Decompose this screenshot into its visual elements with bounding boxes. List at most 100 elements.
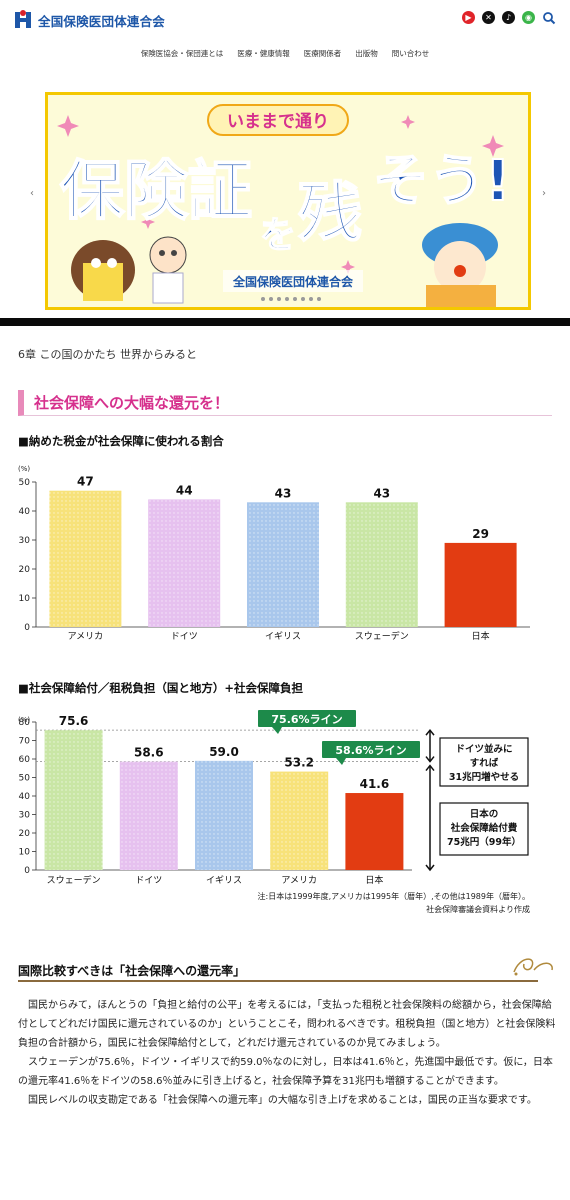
chart2-value-label: 59.0	[209, 745, 239, 759]
chart2-value-label: 75.6	[59, 714, 89, 728]
banner-dots	[261, 297, 321, 301]
search-icon[interactable]	[542, 11, 556, 25]
nav-item-about[interactable]: 保険医協会・保団連とは	[140, 49, 224, 58]
chart1-category-label: 日本	[472, 630, 490, 642]
chart2-value-label: 53.2	[284, 756, 314, 770]
chapter-heading: 6章 この国のかたち 世界からみると	[18, 348, 197, 361]
nav-item-contact[interactable]: 問い合わせ	[391, 49, 430, 58]
carousel-prev-icon[interactable]: ‹	[30, 188, 34, 199]
banner-org-name: 全国保険医団体連合会	[232, 274, 354, 289]
chart2-reference-label-box	[258, 710, 356, 727]
main-nav: 保険医協会・保団連とは 医療・健康情報 医療関係者 出版物 問い合わせ	[0, 48, 570, 59]
tiktok-icon[interactable]: ♪	[502, 11, 515, 24]
line-icon[interactable]: ◉	[522, 11, 535, 24]
chart2-arrow-up	[425, 728, 435, 736]
chart2-category-label: イギリス	[206, 875, 242, 886]
chart2-reference-label-pointer	[272, 727, 282, 734]
banner-main-text-2: を	[260, 215, 296, 256]
chart1-ytick-label: 20	[19, 565, 31, 575]
sparkle-decoration	[57, 115, 504, 274]
banner-ribbon-text: いままで通り	[227, 112, 329, 132]
doctor-character-icon	[149, 236, 187, 304]
hero-banner[interactable]: いままで通り 保険証 を 残 そう!	[45, 92, 531, 310]
chart2-unit-label: (%)	[18, 716, 30, 724]
chart2-bar-texture	[195, 760, 253, 870]
chart2-ytick-label: 70	[19, 737, 31, 747]
subheading-text: 国際比較すべきは「社会保障への還元率」	[18, 964, 246, 978]
chart1-category-label: スウェーデン	[355, 630, 409, 642]
chart2-reference-label: 75.6%ライン	[271, 713, 342, 726]
chart1-value-label: 43	[275, 486, 292, 500]
chart2-annotation-text: 社会保障給付費	[450, 822, 518, 834]
cat-character-icon	[71, 240, 135, 301]
chart1-bar-texture	[49, 490, 122, 627]
chart1-category-label: アメリカ	[68, 631, 104, 642]
chart2-annotation-text: 日本の	[470, 808, 499, 820]
chart2-ytick-label: 40	[19, 792, 31, 802]
banner-main-text-3: 残	[298, 177, 362, 251]
chart2-ytick-label: 60	[19, 755, 31, 765]
chart2-reference-label-pointer	[336, 758, 346, 765]
chart2-annotation-box	[439, 802, 529, 856]
chart1-value-label: 44	[176, 483, 193, 497]
chart1-ytick-label: 50	[19, 478, 31, 488]
chart1-title: ■納めた税金が社会保障に使われる割合	[18, 434, 224, 448]
chart2-bar-texture	[270, 771, 329, 870]
nav-item-health[interactable]: 医療・健康情報	[237, 49, 290, 58]
chart1-category-label: イギリス	[265, 631, 301, 642]
carousel-next-icon[interactable]: ›	[542, 188, 546, 199]
nav-item-medical[interactable]: 医療関係者	[303, 49, 342, 58]
chart2-annotation-box	[439, 737, 529, 787]
chart1-value-label: 43	[373, 486, 390, 500]
site-header: 全国保険医団体連合会 ▶ ✕ ♪ ◉	[0, 0, 570, 42]
clown-character-icon	[422, 223, 498, 307]
chart2-reference-label: 58.6%ライン	[335, 744, 406, 757]
chart1-category-label: ドイツ	[171, 632, 198, 642]
chart2-value-label: 58.6	[134, 746, 164, 760]
chart2-bar	[345, 793, 404, 870]
chart2-note-line-1: 注:日本は1999年度,アメリカは1995年（暦年）,その他は1989年（暦年）…	[257, 892, 530, 901]
site-logo[interactable]: 全国保険医団体連合会	[12, 9, 165, 31]
body-text: 国民からみて，ほんとうの「負担と給付の公平」を考えるには，「支払った租税と社会保…	[18, 996, 556, 1110]
chart1-ytick-label: 10	[19, 594, 31, 604]
chart1-ytick-label: 40	[19, 507, 31, 517]
chart2-category-label: ドイツ	[135, 876, 162, 886]
chart2-ytick-label: 10	[19, 848, 31, 858]
chart2-reference-label-box	[322, 741, 420, 758]
chart2: (%) 0 10 20 30 40 50 60 70 80 75.6%ライン 58.6%ライン 75.6…	[18, 710, 529, 886]
chart2-arrow-down	[425, 864, 435, 872]
chart2-bar-texture	[119, 761, 178, 870]
swirl-decoration-icon	[513, 958, 553, 976]
chart1-unit-label: (%)	[18, 465, 30, 473]
chart2-annotation-text: ドイツ並みに	[455, 743, 512, 755]
chart2-annotation-text: 75兆円（99年）	[447, 836, 521, 848]
chart2-category-label: 日本	[365, 874, 383, 886]
banner-main-text-1: 保険証	[60, 155, 252, 229]
paragraph: スウェーデンが75.6％，ドイツ・イギリスで約59.0％なのに対し，日本は41.…	[18, 1057, 553, 1087]
hero-carousel: ‹ › いままで通り 保険証 を 残 そう!	[0, 70, 570, 318]
paragraph: 国民レベルの収支勘定である「社会保障への還元率」の大幅な引き上げを求めることは，…	[28, 1095, 537, 1106]
logo-mark-icon	[15, 10, 31, 28]
paragraph: 国民からみて，ほんとうの「負担と給付の公平」を考えるには，「支払った租税と社会保…	[18, 1000, 556, 1049]
chart2-bar-texture	[44, 730, 103, 870]
chart1-ytick-label: 30	[19, 536, 31, 546]
banner-artwork: いままで通り 保険証 を 残 そう!	[57, 104, 512, 307]
chart2-ytick-label: 80	[19, 718, 31, 728]
chart2-annotation-text: 31兆円増やせる	[449, 771, 519, 783]
chart2-annotation-text: すれば	[470, 757, 499, 769]
banner-main-text-4: そう!	[373, 149, 511, 214]
chart2-arrow-down	[425, 756, 435, 763]
x-icon[interactable]: ✕	[482, 11, 495, 24]
chart2-category-label: スウェーデン	[47, 874, 101, 886]
chart1-bar-texture	[148, 499, 221, 627]
chart2-value-label: 41.6	[360, 777, 390, 791]
chart2-ytick-label: 0	[24, 866, 30, 876]
chart1-bar-texture	[247, 502, 319, 627]
youtube-icon[interactable]: ▶	[462, 11, 475, 24]
chart2-ytick-label: 20	[19, 829, 31, 839]
chart1-value-label: 47	[77, 475, 94, 489]
chart1-value-label: 29	[472, 527, 489, 541]
chart2-ytick-label: 50	[19, 774, 31, 784]
nav-item-publications[interactable]: 出版物	[355, 49, 378, 58]
chart2-note-line-2: 社会保障審議会資料より作成	[426, 905, 530, 914]
